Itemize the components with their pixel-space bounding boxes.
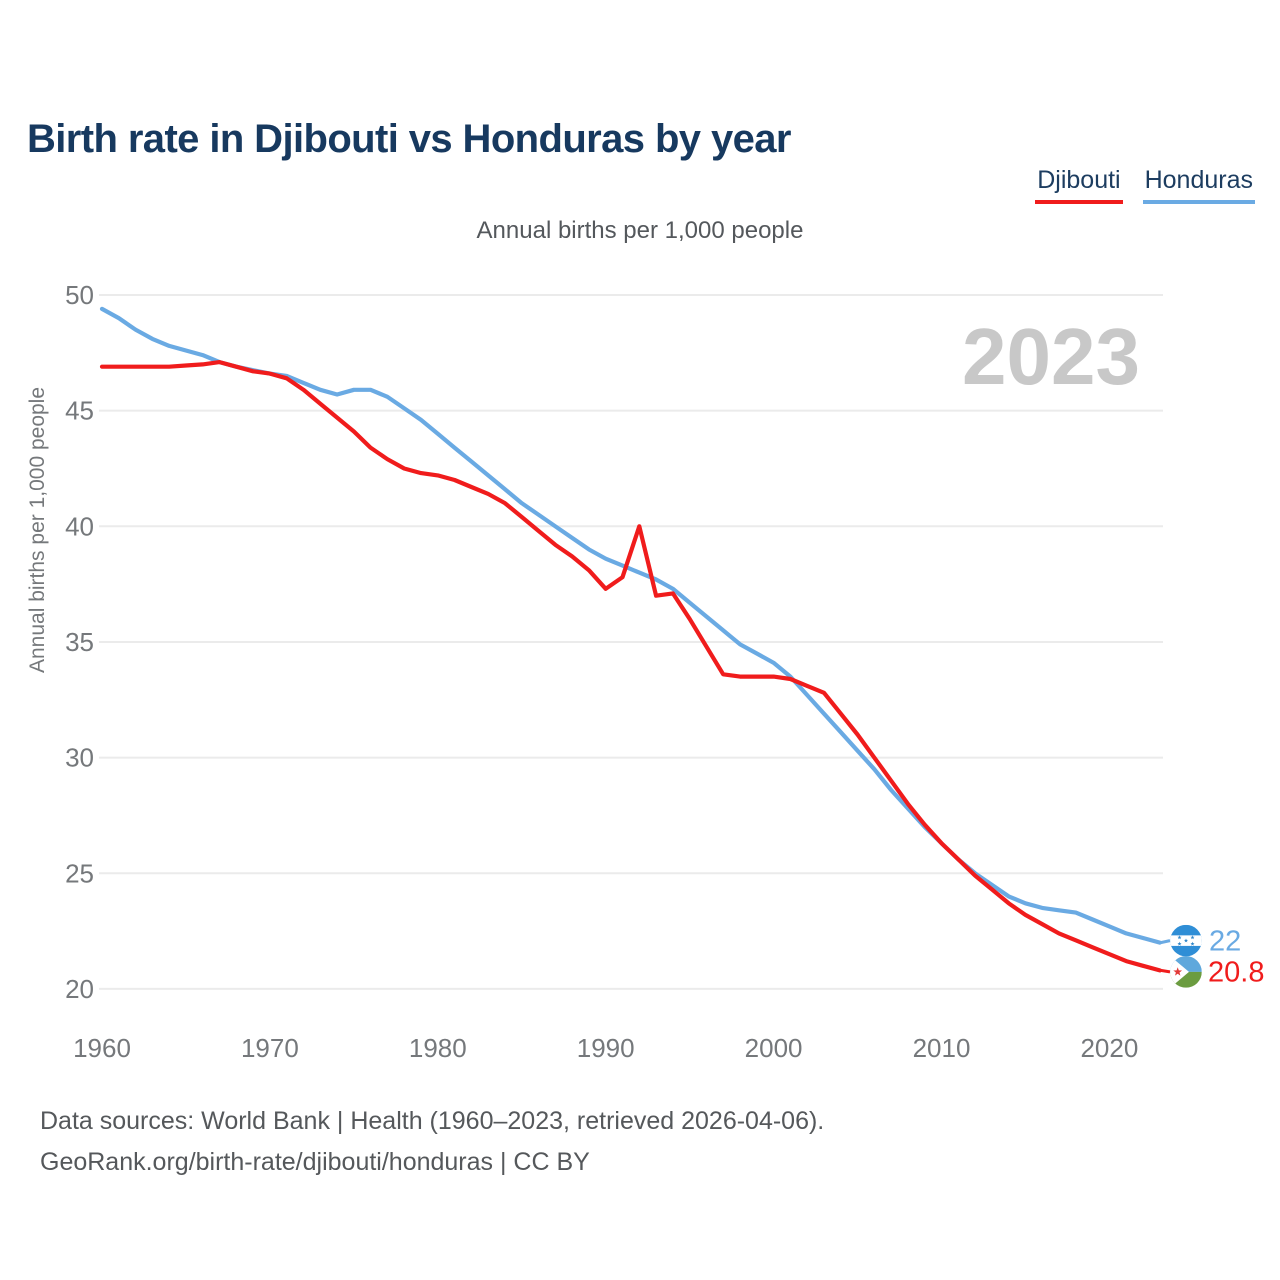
watermark-year: 2023 xyxy=(962,312,1140,401)
x-tick-label-1980: 1980 xyxy=(409,1033,467,1063)
chart-footer: Data sources: World Bank | Health (1960–… xyxy=(40,1101,824,1183)
legend: Djibouti Honduras xyxy=(1035,166,1255,204)
y-tick-label-25: 25 xyxy=(65,858,94,888)
honduras-connector xyxy=(1160,939,1171,945)
legend-item-honduras[interactable]: Honduras xyxy=(1142,166,1255,204)
chart-subtitle: Annual births per 1,000 people xyxy=(476,217,804,244)
x-tick-label-2000: 2000 xyxy=(745,1033,803,1063)
honduras-flag-icon xyxy=(1170,924,1202,957)
y-axis-title: Annual births per 1,000 people xyxy=(26,387,49,673)
x-tick-label-2010: 2010 xyxy=(913,1033,971,1063)
legend-item-djibouti[interactable]: Djibouti xyxy=(1035,166,1123,204)
series-line-djibouti xyxy=(99,360,1162,973)
honduras-end-value: 22 xyxy=(1209,926,1241,958)
y-tick-label-30: 30 xyxy=(65,743,94,773)
series-line-honduras xyxy=(99,306,1162,945)
x-tick-label-1960: 1960 xyxy=(73,1033,131,1063)
djibouti-end-value: 20.8 xyxy=(1208,956,1264,988)
djibouti-flag-icon xyxy=(1170,956,1202,988)
x-tick-label-1990: 1990 xyxy=(577,1033,635,1063)
djibouti-connector xyxy=(1160,968,1171,974)
page-title: Birth rate in Djibouti vs Honduras by ye… xyxy=(27,116,791,161)
x-tick-label-1970: 1970 xyxy=(241,1033,299,1063)
y-tick-label-45: 45 xyxy=(65,396,94,426)
y-tick-label-20: 20 xyxy=(65,974,94,1004)
footer-attribution-link: GeoRank.org/birth-rate/djibouti/honduras… xyxy=(40,1148,590,1176)
y-tick-label-35: 35 xyxy=(65,627,94,657)
x-tick-label-2020: 2020 xyxy=(1080,1033,1138,1063)
y-tick-label-50: 50 xyxy=(65,280,94,310)
y-tick-label-40: 40 xyxy=(65,511,94,541)
footer-data-sources: Data sources: World Bank | Health (1960–… xyxy=(40,1107,825,1135)
